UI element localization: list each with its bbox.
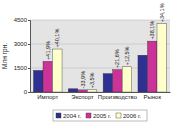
y-axis-title: Млн грн. bbox=[1, 43, 9, 69]
bar bbox=[33, 70, 43, 92]
annotation: +34,1% bbox=[159, 3, 165, 22]
bar bbox=[103, 74, 113, 92]
x-tick: Экспорт bbox=[71, 92, 94, 100]
y-tick-mark bbox=[28, 92, 30, 93]
x-tick-label: Рынок bbox=[143, 94, 161, 100]
bar bbox=[147, 41, 157, 92]
grid-line bbox=[30, 20, 170, 21]
x-axis-line bbox=[31, 92, 171, 93]
plot: 0 1500 3000 4500 Импорт Экспорт Производство Ры… bbox=[14, 3, 171, 100]
legend-label: 2004 г. bbox=[63, 113, 81, 119]
annotation: +3,5% bbox=[89, 72, 95, 88]
y-axis: 0 1500 3000 4500 bbox=[14, 17, 31, 95]
y-tick-mark bbox=[28, 44, 30, 45]
annotation: +41,9% bbox=[45, 41, 51, 60]
grid bbox=[30, 20, 170, 92]
annotation: +38,1% bbox=[149, 21, 155, 40]
legend-label: 2005 г. bbox=[93, 113, 111, 119]
bar bbox=[122, 67, 132, 92]
bars bbox=[33, 24, 166, 92]
annotation: -33,9% bbox=[80, 71, 86, 89]
bar bbox=[157, 24, 167, 92]
annotation: +40,1% bbox=[54, 29, 60, 48]
bar bbox=[78, 90, 88, 92]
annotation: +21,6% bbox=[114, 49, 120, 68]
annotations: +41,9% -33,9% +21,6% +38,1% +40,1% +3,5% +12,5… bbox=[45, 3, 165, 88]
legend-swatch bbox=[116, 113, 121, 118]
y-axis-line bbox=[28, 21, 31, 93]
bar bbox=[43, 61, 53, 92]
y-tick-label: 4500 bbox=[14, 17, 28, 23]
x-tick: Производство bbox=[98, 92, 138, 100]
bar bbox=[113, 70, 123, 92]
plot-background bbox=[30, 20, 170, 92]
y-tick-label: 0 bbox=[24, 89, 28, 95]
y-tick-mark bbox=[28, 20, 30, 21]
y-tick-label: 3000 bbox=[14, 41, 28, 47]
x-axis: Импорт Экспорт Производство Рынок bbox=[31, 92, 171, 100]
legend: 2004 г. 2005 г. 2006 г. bbox=[53, 110, 147, 121]
y-tick: 4500 bbox=[14, 17, 30, 23]
bar bbox=[68, 89, 78, 92]
y-tick-label: 1500 bbox=[14, 65, 28, 71]
chart: 0 1500 3000 4500 Импорт Экспорт Производство Ры… bbox=[0, 0, 173, 126]
x-tick: Рынок bbox=[143, 92, 161, 100]
legend-swatch bbox=[86, 113, 91, 118]
legend-label: 2006 г. bbox=[123, 113, 141, 119]
y-tick: 0 bbox=[24, 89, 30, 95]
y-tick: 1500 bbox=[14, 65, 30, 71]
y-tick: 3000 bbox=[14, 41, 30, 47]
bar bbox=[138, 55, 148, 92]
annotation: +12,5% bbox=[124, 46, 130, 65]
y-tick-mark bbox=[28, 68, 30, 69]
x-tick-label: Производство bbox=[98, 94, 138, 100]
x-tick: Импорт bbox=[37, 92, 58, 100]
x-tick-label: Экспорт bbox=[71, 94, 94, 100]
bar bbox=[87, 90, 97, 92]
x-tick-label: Импорт bbox=[37, 94, 58, 100]
legend-box bbox=[53, 110, 147, 121]
bar bbox=[53, 49, 63, 92]
legend-swatch bbox=[56, 113, 61, 118]
